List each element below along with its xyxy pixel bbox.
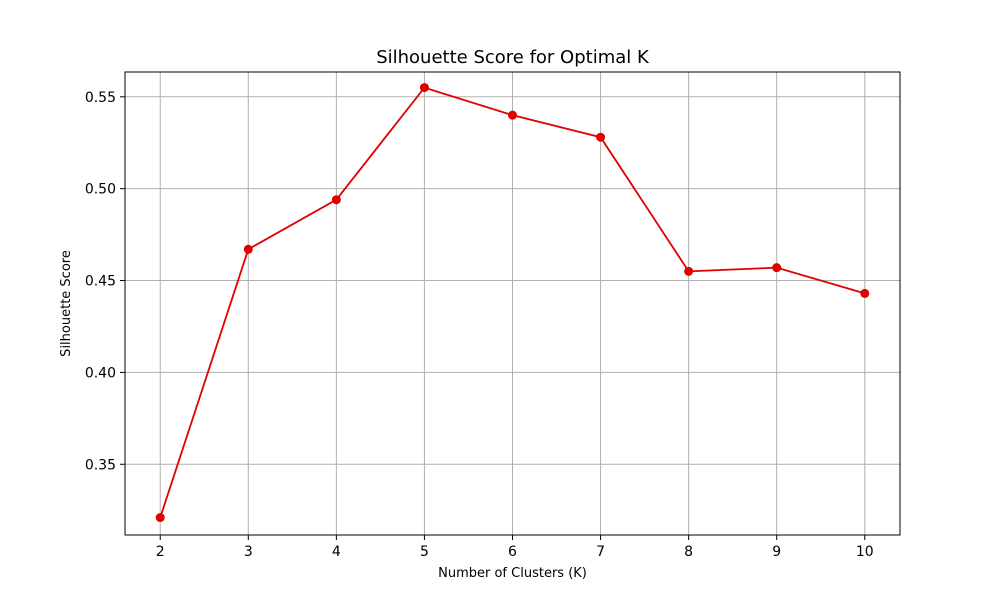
data-point (419, 83, 429, 93)
x-tick-label: 5 (420, 544, 429, 560)
series-layer (155, 83, 870, 523)
x-tick-label: 8 (684, 544, 693, 560)
y-tick-label: 0.35 (85, 457, 116, 473)
data-point (508, 110, 517, 120)
y-tick-label: 0.45 (85, 274, 116, 290)
data-point (684, 266, 694, 276)
data-point (860, 288, 870, 298)
x-tick-label: 10 (856, 544, 874, 560)
x-tick-label: 6 (508, 544, 517, 560)
data-point (331, 195, 341, 205)
y-axis-label: Silhouette Score (59, 250, 74, 357)
data-point (155, 513, 165, 523)
data-point (596, 132, 606, 142)
chart-title: Silhouette Score for Optimal K (376, 47, 650, 68)
y-tick-label: 0.50 (85, 182, 116, 198)
data-point (243, 244, 253, 254)
x-tick-label: 4 (332, 544, 341, 560)
axis-ticks: 2 3 4 5 6 7 8 9 10 0.35 0.40 0.45 0.50 0.55 (85, 90, 874, 560)
x-tick-label: 9 (772, 544, 781, 560)
data-point (772, 263, 782, 273)
grid (125, 72, 900, 535)
x-axis-label: Number of Clusters (K) (438, 566, 587, 581)
x-tick-label: 2 (156, 544, 165, 560)
y-tick-label: 0.55 (85, 90, 116, 106)
x-tick-label: 7 (596, 544, 605, 560)
y-tick-label: 0.40 (85, 365, 116, 381)
x-tick-label: 3 (244, 544, 253, 560)
